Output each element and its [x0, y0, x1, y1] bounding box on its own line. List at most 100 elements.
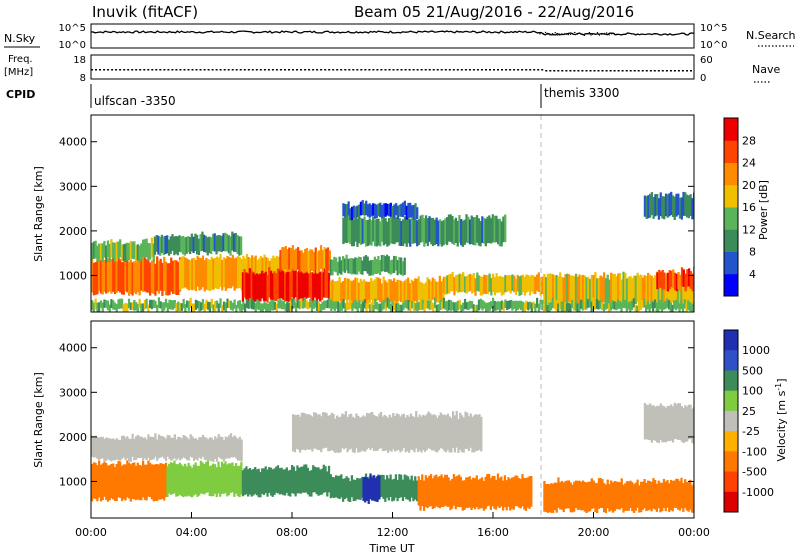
heatmap-cell: [514, 300, 518, 312]
heatmap-cell: [291, 465, 294, 494]
heatmap-cell: [502, 277, 505, 295]
heatmap-cell: [309, 249, 312, 271]
heatmap-cell: [436, 418, 439, 453]
colorbar-tick: 24: [742, 157, 756, 170]
heatmap-cell: [431, 277, 434, 300]
heatmap-cell: [625, 278, 629, 307]
heatmap-cell: [449, 273, 453, 292]
heatmap-cell: [336, 261, 339, 276]
heatmap-cell: [303, 297, 307, 308]
heatmap-cell: [395, 217, 398, 243]
heatmap-cell: [389, 202, 392, 217]
heatmap-cell: [416, 207, 419, 219]
heatmap-cell: [312, 272, 315, 303]
heatmap-cell: [416, 220, 419, 247]
heatmap-cell: [145, 238, 148, 258]
heatmap-cell: [613, 273, 616, 303]
heatmap-cell: [182, 435, 185, 458]
heatmap-cell: [687, 300, 690, 311]
heatmap-cell: [273, 468, 276, 495]
heatmap-cell: [331, 301, 335, 310]
heatmap-cell: [689, 302, 692, 312]
heatmap-cell: [564, 274, 567, 304]
heatmap-cell: [464, 411, 467, 449]
heatmap-cell: [652, 301, 655, 312]
heatmap-cell: [194, 438, 198, 460]
heatmap-cell: [687, 277, 690, 306]
heatmap-cell: [408, 416, 411, 453]
heatmap-cell: [205, 257, 208, 290]
heatmap-cell: [394, 415, 397, 452]
heatmap-cell: [564, 302, 567, 312]
heatmap-cell: [569, 304, 572, 312]
heatmap-cell: [527, 302, 530, 311]
heatmap-cell: [676, 300, 679, 309]
heatmap-cell: [407, 300, 410, 311]
heatmap-cell: [555, 300, 558, 311]
heatmap-cell: [156, 256, 159, 291]
freq-tick-top: 18: [73, 55, 86, 66]
y-tick-label: 1000: [59, 475, 87, 488]
heatmap-cell: [140, 243, 143, 261]
heatmap-cell: [106, 465, 110, 502]
heatmap-cell: [578, 274, 581, 305]
heatmap-cell: [525, 274, 528, 293]
heatmap-cell: [587, 481, 590, 512]
heatmap-cell: [474, 217, 477, 246]
heatmap-cell: [351, 206, 354, 221]
heatmap-cell: [393, 204, 396, 219]
colorbar-tick: -500: [742, 466, 767, 479]
heatmap-cell: [654, 194, 657, 217]
heatmap-cell: [220, 461, 224, 494]
heatmap-cell: [523, 478, 526, 510]
heatmap-cell: [537, 272, 540, 292]
heatmap-cell: [663, 196, 666, 220]
heatmap-cell: [426, 277, 429, 300]
heatmap-cell: [428, 300, 431, 310]
heatmap-cell: [463, 298, 467, 309]
heatmap-cell: [424, 475, 427, 507]
heatmap-cell: [238, 436, 241, 461]
heatmap-cell: [215, 438, 219, 462]
heatmap-cell: [106, 258, 110, 293]
heatmap-cell: [299, 466, 303, 494]
heatmap-cell: [403, 257, 406, 275]
heatmap-cell: [520, 275, 523, 295]
heatmap-cell: [200, 437, 203, 459]
heatmap-cell: [627, 302, 630, 310]
heatmap-cell: [433, 279, 436, 301]
heatmap-cell: [583, 301, 586, 310]
heatmap-cell: [692, 303, 694, 312]
heatmap-cell: [210, 256, 213, 290]
heatmap-cell: [112, 438, 115, 461]
heatmap-cell: [170, 437, 173, 461]
heatmap-cell: [497, 301, 500, 310]
heatmap-cell: [472, 273, 475, 293]
heatmap-cell: [219, 254, 222, 287]
heatmap-cell: [231, 254, 234, 287]
heatmap-cell: [264, 271, 267, 302]
heatmap-cell: [552, 274, 555, 304]
heatmap-cell: [347, 201, 350, 216]
heatmap-cell: [429, 413, 432, 450]
heatmap-cell: [452, 474, 456, 506]
nsky-trace: [90, 30, 695, 36]
heatmap-cell: [229, 257, 233, 289]
heatmap-cell: [362, 415, 365, 452]
heatmap-cell: [326, 269, 329, 298]
heatmap-cell: [361, 218, 364, 244]
heatmap-cell: [394, 256, 398, 271]
heatmap-cell: [155, 235, 158, 252]
heatmap-cell: [472, 477, 475, 508]
x-axis-label: Time UT: [368, 542, 414, 554]
heatmap-cell: [428, 279, 431, 300]
heatmap-cell: [233, 299, 236, 309]
heatmap-cell: [331, 477, 334, 498]
heatmap-cell: [682, 276, 685, 307]
heatmap-cell: [120, 465, 124, 502]
heatmap-cell: [482, 480, 485, 511]
heatmap-cell: [506, 275, 509, 292]
x-tick-label: 20:00: [578, 526, 610, 539]
heatmap-cell: [408, 479, 412, 502]
heatmap-cell: [284, 256, 287, 288]
